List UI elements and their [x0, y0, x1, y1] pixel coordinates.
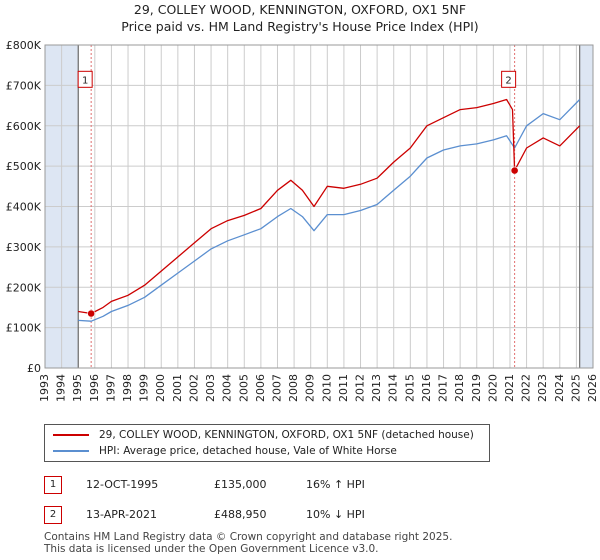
property-price-line	[78, 98, 581, 315]
transaction-number-badge: 1	[44, 476, 62, 494]
x-tick-label: 2019	[470, 374, 483, 402]
transaction-hpi-delta: 10% ↓ HPI	[306, 508, 365, 521]
x-tick-label: 2003	[204, 374, 217, 402]
y-tick-label: £500K	[6, 160, 42, 173]
y-tick-label: £400K	[6, 201, 42, 214]
x-tick-label: 1993	[38, 374, 51, 402]
transaction-row: 2 13-APR-2021 £488,950 10% ↓ HPI	[44, 506, 444, 524]
chart-title-line1: 29, COLLEY WOOD, KENNINGTON, OXFORD, OX1…	[133, 2, 467, 17]
x-tick-label: 2014	[387, 374, 400, 402]
y-tick-label: £800K	[6, 39, 42, 52]
x-tick-label: 2012	[354, 374, 367, 402]
transaction-date: 12-OCT-1995	[86, 478, 159, 491]
x-tick-label: 2024	[553, 374, 566, 402]
x-tick-label: 1999	[138, 374, 151, 402]
y-tick-label: £200K	[6, 281, 42, 294]
price-chart: 1 2 £0 £100K £200K £300K £400K £500K £600K £700K…	[6, 39, 599, 402]
x-tick-label: 2015	[403, 374, 416, 402]
footer-licence: This data is licensed under the Open Gov…	[44, 543, 379, 555]
transaction-row: 1 12-OCT-1995 £135,000 16% ↑ HPI	[44, 476, 444, 494]
x-tick-label: 2020	[486, 374, 499, 402]
x-tick-label: 2023	[536, 374, 549, 402]
x-tick-label: 1996	[88, 374, 101, 402]
transaction-price: £488,950	[214, 508, 267, 521]
x-tick-label: 2022	[520, 374, 533, 402]
y-tick-label: £300K	[6, 241, 42, 254]
transaction-point	[510, 166, 519, 175]
y-tick-label: £700K	[6, 79, 42, 92]
plot-border	[44, 44, 594, 369]
x-tick-label: 2026	[586, 374, 599, 402]
legend-swatch-property	[53, 434, 89, 436]
x-tick-label: 2011	[337, 374, 350, 402]
transaction-number-badge: 2	[44, 506, 62, 524]
x-tick-label: 2025	[569, 374, 582, 402]
x-tick-label: 2009	[304, 374, 317, 402]
x-tick-label: 2006	[254, 374, 267, 402]
x-tick-label: 2013	[370, 374, 383, 402]
legend-item-property: 29, COLLEY WOOD, KENNINGTON, OXFORD, OX1…	[53, 427, 474, 443]
y-tick-label: £600K	[6, 120, 42, 133]
transaction-price: £135,000	[214, 478, 267, 491]
x-tick-label: 1994	[55, 374, 68, 402]
legend-label-hpi: HPI: Average price, detached house, Vale…	[99, 445, 397, 457]
chart-title-line2: Price paid vs. HM Land Registry's House …	[121, 19, 479, 34]
hpi-line	[78, 99, 581, 322]
y-tick-label: £100K	[6, 322, 42, 335]
footer-copyright: Contains HM Land Registry data © Crown c…	[44, 531, 453, 543]
x-tick-label: 2021	[503, 374, 516, 402]
transaction-hpi-delta: 16% ↑ HPI	[306, 478, 365, 491]
x-tick-label: 1998	[121, 374, 134, 402]
x-tick-label: 2010	[320, 374, 333, 402]
legend-item-hpi: HPI: Average price, detached house, Vale…	[53, 443, 397, 459]
y-tick-label: £0	[27, 362, 41, 375]
legend-swatch-hpi	[53, 450, 89, 452]
x-tick-label: 2000	[154, 374, 167, 402]
x-tick-label: 2007	[270, 374, 283, 402]
transaction-label-number: 2	[505, 75, 511, 86]
transaction-date: 13-APR-2021	[86, 508, 158, 521]
legend-label-property: 29, COLLEY WOOD, KENNINGTON, OXFORD, OX1…	[99, 429, 474, 441]
x-tick-label: 2004	[221, 374, 234, 402]
legend: 29, COLLEY WOOD, KENNINGTON, OXFORD, OX1…	[44, 424, 490, 462]
x-tick-label: 2008	[287, 374, 300, 402]
x-tick-label: 2005	[237, 374, 250, 402]
transaction-point	[87, 309, 96, 318]
transaction-label-box	[77, 70, 93, 88]
x-tick-label: 1995	[71, 374, 84, 402]
x-tick-label: 2002	[187, 374, 200, 402]
x-tick-label: 2018	[453, 374, 466, 402]
x-tick-label: 2016	[420, 374, 433, 402]
x-tick-label: 2017	[437, 374, 450, 402]
transaction-label-number: 1	[82, 75, 88, 86]
x-tick-label: 1997	[104, 374, 117, 402]
x-tick-label: 2001	[171, 374, 184, 402]
transaction-label-box	[501, 70, 517, 88]
